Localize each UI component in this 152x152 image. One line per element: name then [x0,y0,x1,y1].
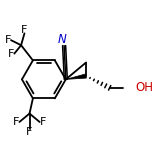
Text: F: F [40,117,46,127]
Text: F: F [21,25,28,35]
Polygon shape [66,74,86,79]
Text: OH: OH [135,81,152,94]
Text: N: N [58,33,67,46]
Text: F: F [13,117,19,127]
Text: F: F [8,49,14,59]
Text: F: F [4,35,11,45]
Text: F: F [26,127,33,137]
